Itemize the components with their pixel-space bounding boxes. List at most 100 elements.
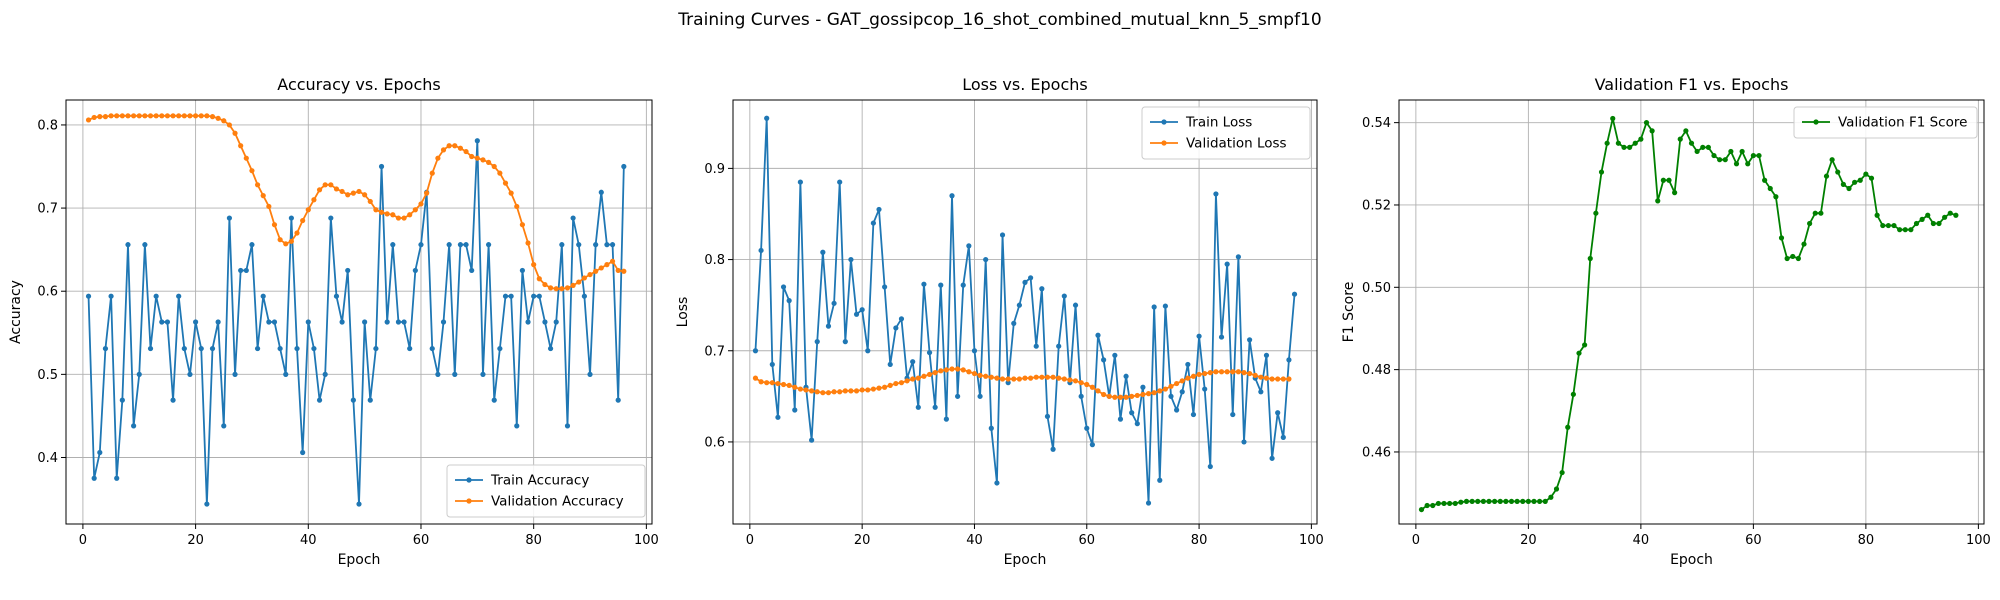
validation-loss-point	[1213, 369, 1219, 375]
validation-f1-score-point	[1750, 152, 1756, 159]
validation-f1-score-point	[1486, 498, 1492, 504]
train-loss-point	[797, 179, 803, 185]
f1-chart: Validation F1 vs. Epochs Epoch F1 Score …	[1341, 75, 1991, 568]
validation-accuracy-point	[469, 153, 475, 160]
accuracy-legend-box	[446, 464, 646, 518]
f1-y-tick-label: 0.54	[1362, 116, 1391, 131]
validation-loss-point	[1190, 373, 1197, 379]
train-accuracy-point	[519, 267, 526, 274]
validation-f1-score-point	[1480, 498, 1486, 504]
train-loss-point	[983, 256, 989, 263]
validation-f1-score-point	[1908, 227, 1914, 233]
train-accuracy-point	[440, 319, 447, 325]
accuracy-y-tick-label: 0.8	[37, 118, 58, 133]
validation-f1-score-point	[1823, 173, 1830, 179]
train-loss-point	[1134, 421, 1140, 427]
validation-loss-point	[1112, 394, 1118, 400]
f1-axes-frame	[1398, 99, 1985, 525]
validation-loss-point	[1286, 376, 1292, 382]
train-accuracy-point	[339, 319, 345, 325]
validation-f1-score-point	[1587, 255, 1593, 262]
validation-loss-point	[1241, 370, 1247, 376]
validation-loss-point	[1157, 388, 1163, 394]
accuracy-y-tick-label: 0.6	[37, 285, 58, 300]
validation-accuracy-point	[316, 187, 323, 193]
validation-accuracy-point	[125, 113, 131, 119]
validation-f1-score-point	[1874, 212, 1880, 218]
validation-accuracy-point	[559, 286, 565, 292]
validation-accuracy-point	[418, 201, 424, 207]
validation-f1-score-point	[1525, 498, 1531, 504]
validation-f1-score-point	[1666, 177, 1672, 183]
accuracy-chart: Accuracy vs. Epochs Epoch Accuracy 0 20 40…	[8, 75, 659, 568]
train-loss-point	[1050, 446, 1056, 452]
train-loss-point	[1213, 191, 1219, 197]
accuracy-chart-plot-area: 0 20 40 60 80 100 0.4 0.5 0.6 0.7 0.8 Train Accurac…	[37, 99, 659, 548]
train-loss-point	[853, 311, 860, 317]
train-accuracy-point	[446, 242, 452, 248]
validation-accuracy-point	[305, 207, 311, 213]
validation-accuracy-point	[288, 238, 294, 244]
train-loss-point	[831, 300, 837, 306]
validation-loss-point	[769, 380, 775, 386]
validation-f1-score-point	[1767, 185, 1773, 192]
figure-suptitle: Training Curves - GAT_gossipcop_16_shot_…	[677, 10, 1321, 30]
validation-f1-score-point	[1778, 235, 1785, 241]
validation-accuracy-point	[181, 113, 187, 119]
validation-f1-score-point	[1492, 498, 1498, 504]
train-accuracy-point	[215, 319, 221, 325]
validation-loss-point	[999, 376, 1006, 382]
train-loss-point	[769, 361, 775, 368]
validation-accuracy-point	[328, 182, 334, 188]
train-loss-point	[1028, 275, 1034, 281]
train-accuracy-point	[593, 242, 599, 248]
validation-loss-point	[758, 379, 764, 385]
loss-chart-plot-area: 0 20 40 60 80 100 0.6 0.7 0.8 0.9 Train Loss Valida…	[704, 99, 1324, 548]
validation-f1-score-point	[1627, 144, 1633, 150]
train-accuracy-point	[390, 242, 396, 248]
train-loss-point	[1078, 393, 1084, 399]
train-accuracy-point	[497, 345, 503, 352]
validation-accuracy-point	[254, 182, 261, 188]
f1-chart-xlabel: Epoch	[1670, 552, 1713, 568]
train-accuracy-point	[300, 449, 306, 456]
f1-y-tick-label: 0.46	[1362, 445, 1391, 460]
validation-f1-score-point	[1829, 157, 1835, 163]
train-loss-point	[898, 316, 905, 322]
validation-loss-point	[938, 368, 944, 374]
train-loss-point	[1089, 442, 1095, 448]
train-accuracy-point	[102, 345, 109, 352]
validation-loss-point	[1224, 369, 1230, 375]
train-loss-point	[1140, 384, 1146, 390]
train-accuracy-point	[362, 319, 368, 325]
accuracy-y-tick-label: 0.5	[37, 368, 58, 383]
validation-loss-point	[1280, 376, 1286, 382]
validation-loss-point	[1123, 394, 1129, 400]
loss-x-tick-label: 0	[746, 533, 754, 548]
validation-loss-point	[1269, 376, 1275, 382]
train-loss-point	[926, 349, 933, 356]
validation-accuracy-point	[238, 143, 244, 149]
train-loss-point	[1039, 286, 1045, 292]
validation-loss-point	[1005, 376, 1011, 382]
train-accuracy-point	[260, 293, 266, 299]
train-loss-point	[775, 414, 781, 420]
validation-f1-score-point	[1840, 181, 1846, 187]
validation-f1-score-point	[1745, 161, 1751, 167]
train-loss-point	[1056, 343, 1062, 349]
validation-loss-point	[893, 380, 899, 387]
validation-accuracy-point	[215, 115, 221, 121]
validation-f1-score-point	[1593, 210, 1599, 216]
validation-accuracy-point	[333, 186, 340, 192]
train-loss-point	[809, 437, 815, 443]
validation-f1-score-point	[1565, 424, 1571, 430]
train-accuracy-point	[119, 397, 125, 403]
train-accuracy-point	[322, 371, 328, 377]
validation-loss-point	[814, 389, 820, 395]
train-loss-point	[1218, 334, 1225, 340]
validation-f1-score-point	[1576, 350, 1582, 356]
validation-accuracy-point	[142, 113, 148, 119]
accuracy-axes-frame	[65, 99, 653, 525]
validation-accuracy-point	[159, 113, 165, 119]
validation-loss-point	[825, 390, 832, 396]
